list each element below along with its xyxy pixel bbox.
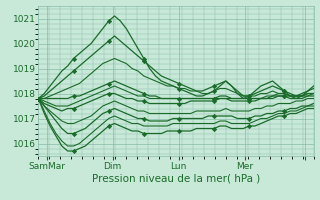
X-axis label: Pression niveau de la mer( hPa ): Pression niveau de la mer( hPa ) [92, 173, 260, 183]
